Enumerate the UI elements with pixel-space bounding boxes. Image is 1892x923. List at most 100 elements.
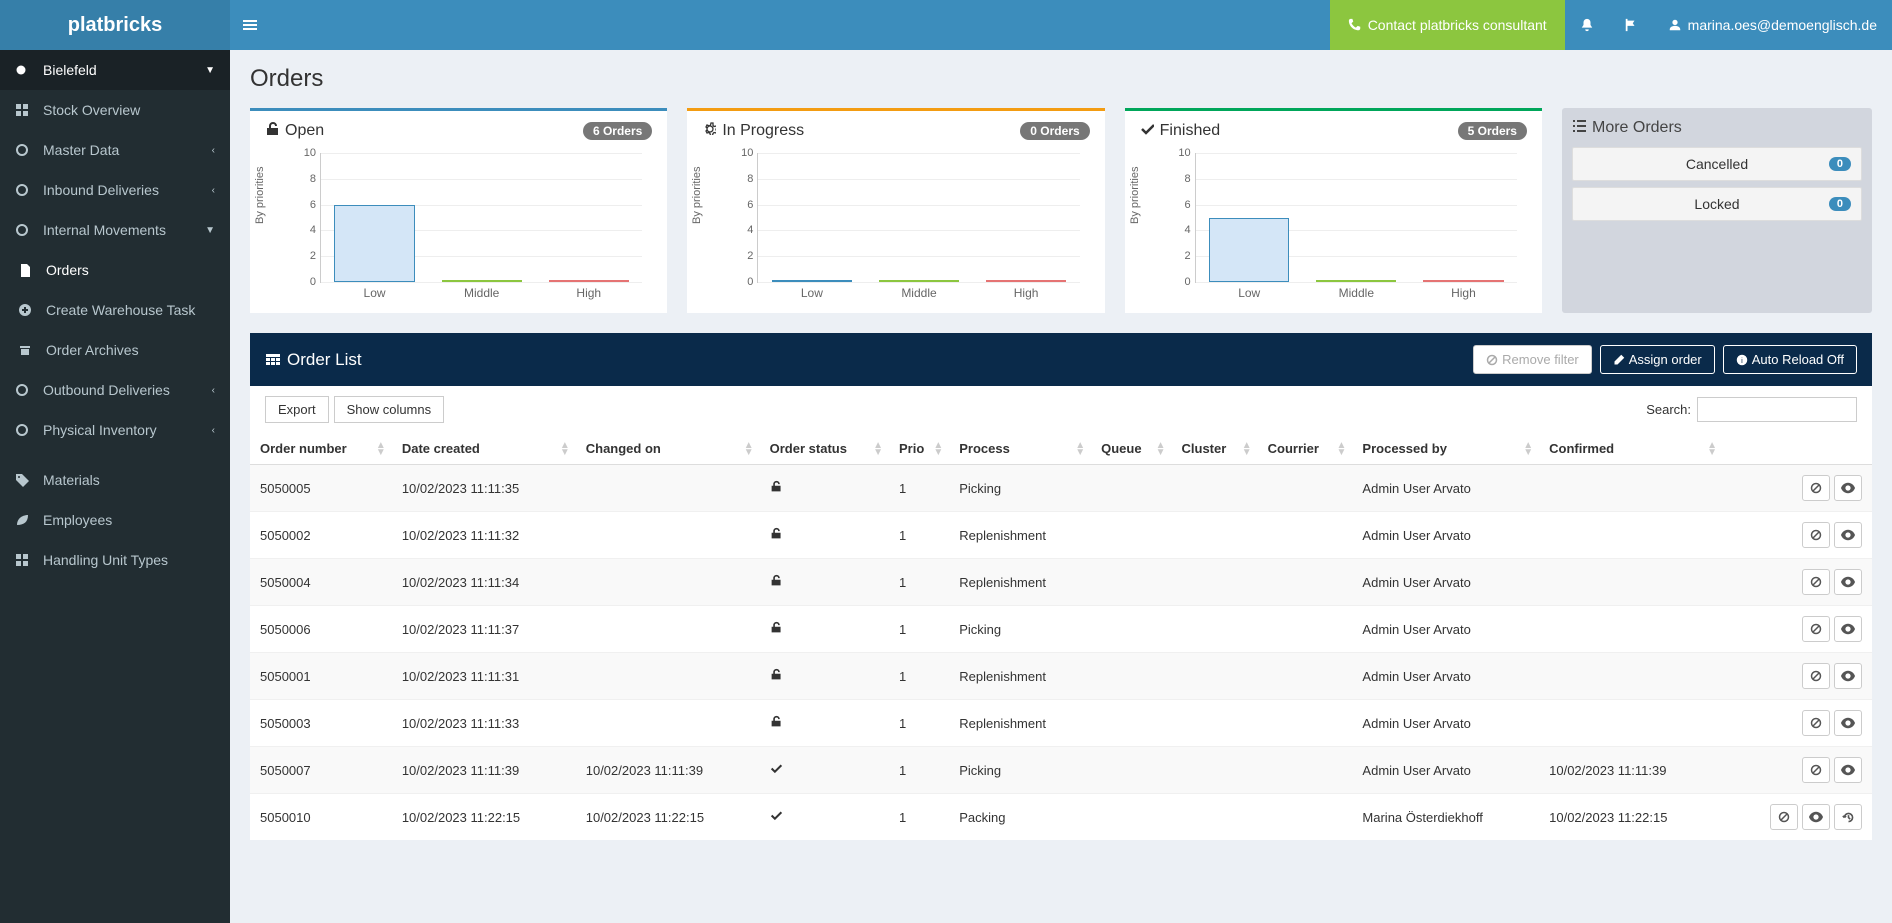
view-order-button[interactable] [1834, 710, 1862, 736]
cell-cluster [1172, 559, 1258, 606]
column-date-created[interactable]: Date created▲▼ [392, 433, 576, 465]
cell-queue [1091, 465, 1171, 512]
column-order-number[interactable]: Order number▲▼ [250, 433, 392, 465]
cancel-order-button[interactable] [1802, 757, 1830, 783]
column-order-status[interactable]: Order status▲▼ [760, 433, 889, 465]
plus-icon [18, 303, 38, 317]
view-order-button[interactable] [1834, 475, 1862, 501]
sidebar-item-outbound-deliveries[interactable]: Outbound Deliveries‹ [0, 370, 230, 410]
cell-process: Replenishment [949, 653, 1091, 700]
sort-icon: ▲▼ [376, 442, 386, 456]
assign-order-button[interactable]: Assign order [1600, 345, 1715, 374]
view-order-button[interactable] [1834, 522, 1862, 548]
chevron-left-icon: ‹ [212, 185, 215, 196]
sidebar-item-stock-overview[interactable]: Stock Overview [0, 90, 230, 130]
cell-processed-by: Marina Österdiekhoff [1352, 794, 1539, 841]
cancel-order-button[interactable] [1802, 616, 1830, 642]
more-orders-locked[interactable]: Locked0 [1572, 187, 1862, 221]
tag-icon [15, 473, 35, 487]
sidebar-item-master-data[interactable]: Master Data‹ [0, 130, 230, 170]
column-cluster[interactable]: Cluster▲▼ [1172, 433, 1258, 465]
cell-processed-by: Admin User Arvato [1352, 559, 1539, 606]
table-row[interactable]: 505000310/02/2023 11:11:331Replenishment… [250, 700, 1872, 747]
more-orders-cancelled[interactable]: Cancelled0 [1572, 147, 1862, 181]
bars-icon [243, 18, 257, 32]
cancel-order-button[interactable] [1802, 522, 1830, 548]
cell-processed-by: Admin User Arvato [1352, 653, 1539, 700]
cancel-order-button[interactable] [1802, 475, 1830, 501]
cell-queue [1091, 512, 1171, 559]
ban-icon [1810, 482, 1822, 494]
sidebar-item-employees[interactable]: Employees [0, 500, 230, 540]
contact-consultant-button[interactable]: Contact platbricks consultant [1330, 0, 1565, 50]
export-button[interactable]: Export [265, 396, 329, 423]
cell-courrier [1258, 700, 1353, 747]
cell-courrier [1258, 512, 1353, 559]
column-changed-on[interactable]: Changed on▲▼ [576, 433, 760, 465]
table-row[interactable]: 505000610/02/2023 11:11:371PickingAdmin … [250, 606, 1872, 653]
sidebar-item-order-archives[interactable]: Order Archives [0, 330, 230, 370]
column-prio[interactable]: Prio▲▼ [889, 433, 949, 465]
page-title: Orders [250, 65, 1872, 93]
unlock-icon [770, 480, 783, 493]
cancel-order-button[interactable] [1802, 710, 1830, 736]
chevron-left-icon: ‹ [212, 425, 215, 436]
table-row[interactable]: 505000510/02/2023 11:11:351PickingAdmin … [250, 465, 1872, 512]
view-order-button[interactable] [1802, 804, 1830, 830]
column-queue[interactable]: Queue▲▼ [1091, 433, 1171, 465]
cancel-order-button[interactable] [1802, 569, 1830, 595]
remove-filter-button[interactable]: Remove filter [1473, 345, 1592, 374]
table-row[interactable]: 505000710/02/2023 11:11:3910/02/2023 11:… [250, 747, 1872, 794]
table-row[interactable]: 505000210/02/2023 11:11:321Replenishment… [250, 512, 1872, 559]
cell-process: Replenishment [949, 512, 1091, 559]
column-confirmed[interactable]: Confirmed▲▼ [1539, 433, 1723, 465]
chevron-left-icon: ‹ [212, 385, 215, 396]
logo[interactable]: platbricks [0, 0, 230, 50]
sort-icon: ▲▼ [744, 442, 754, 456]
sort-icon: ▲▼ [560, 442, 570, 456]
table-row[interactable]: 505001010/02/2023 11:22:1510/02/2023 11:… [250, 794, 1872, 841]
cell-order-number: 5050006 [250, 606, 392, 653]
table-row[interactable]: 505000410/02/2023 11:11:341Replenishment… [250, 559, 1872, 606]
sidebar-toggle[interactable] [230, 0, 270, 50]
view-order-button[interactable] [1834, 757, 1862, 783]
view-order-button[interactable] [1834, 569, 1862, 595]
cell-date-created: 10/02/2023 11:22:15 [392, 794, 576, 841]
sidebar-item-create-warehouse-task[interactable]: Create Warehouse Task [0, 290, 230, 330]
sort-icon: ▲▼ [1156, 442, 1166, 456]
sidebar-item-physical-inventory[interactable]: Physical Inventory‹ [0, 410, 230, 450]
cancel-order-button[interactable] [1770, 804, 1798, 830]
sidebar-item-handling-unit-types[interactable]: Handling Unit Types [0, 540, 230, 580]
eye-icon [1841, 576, 1855, 588]
cell-prio: 1 [889, 653, 949, 700]
cell-changed-on [576, 606, 760, 653]
sidebar-item-internal-movements[interactable]: Internal Movements▼ [0, 210, 230, 250]
column-processed-by[interactable]: Processed by▲▼ [1352, 433, 1539, 465]
cell-order-number: 5050005 [250, 465, 392, 512]
cell-processed-by: Admin User Arvato [1352, 512, 1539, 559]
cell-order-status [760, 465, 889, 512]
sidebar-item-materials[interactable]: Materials [0, 460, 230, 500]
view-order-button[interactable] [1834, 663, 1862, 689]
user-menu[interactable]: marina.oes@demoenglisch.de [1653, 0, 1892, 50]
cell-process: Picking [949, 747, 1091, 794]
cell-cluster [1172, 606, 1258, 653]
flags-button[interactable] [1609, 0, 1653, 50]
search-input[interactable] [1697, 397, 1857, 422]
column-actions [1723, 433, 1872, 465]
column-process[interactable]: Process▲▼ [949, 433, 1091, 465]
notifications-button[interactable] [1565, 0, 1609, 50]
cancel-order-button[interactable] [1802, 663, 1830, 689]
status-card-finished: Finished5 OrdersBy priorities0246810LowM… [1125, 108, 1542, 313]
history-button[interactable] [1834, 804, 1862, 830]
sidebar-item-inbound-deliveries[interactable]: Inbound Deliveries‹ [0, 170, 230, 210]
auto-reload-button[interactable]: i Auto Reload Off [1723, 345, 1857, 374]
view-order-button[interactable] [1834, 616, 1862, 642]
location-selector[interactable]: Bielefeld ▼ [0, 50, 230, 90]
cell-processed-by: Admin User Arvato [1352, 700, 1539, 747]
column-courrier[interactable]: Courrier▲▼ [1258, 433, 1353, 465]
show-columns-button[interactable]: Show columns [334, 396, 445, 423]
table-row[interactable]: 505000110/02/2023 11:11:311Replenishment… [250, 653, 1872, 700]
edit-icon [1613, 354, 1625, 366]
sidebar-item-orders[interactable]: Orders [0, 250, 230, 290]
